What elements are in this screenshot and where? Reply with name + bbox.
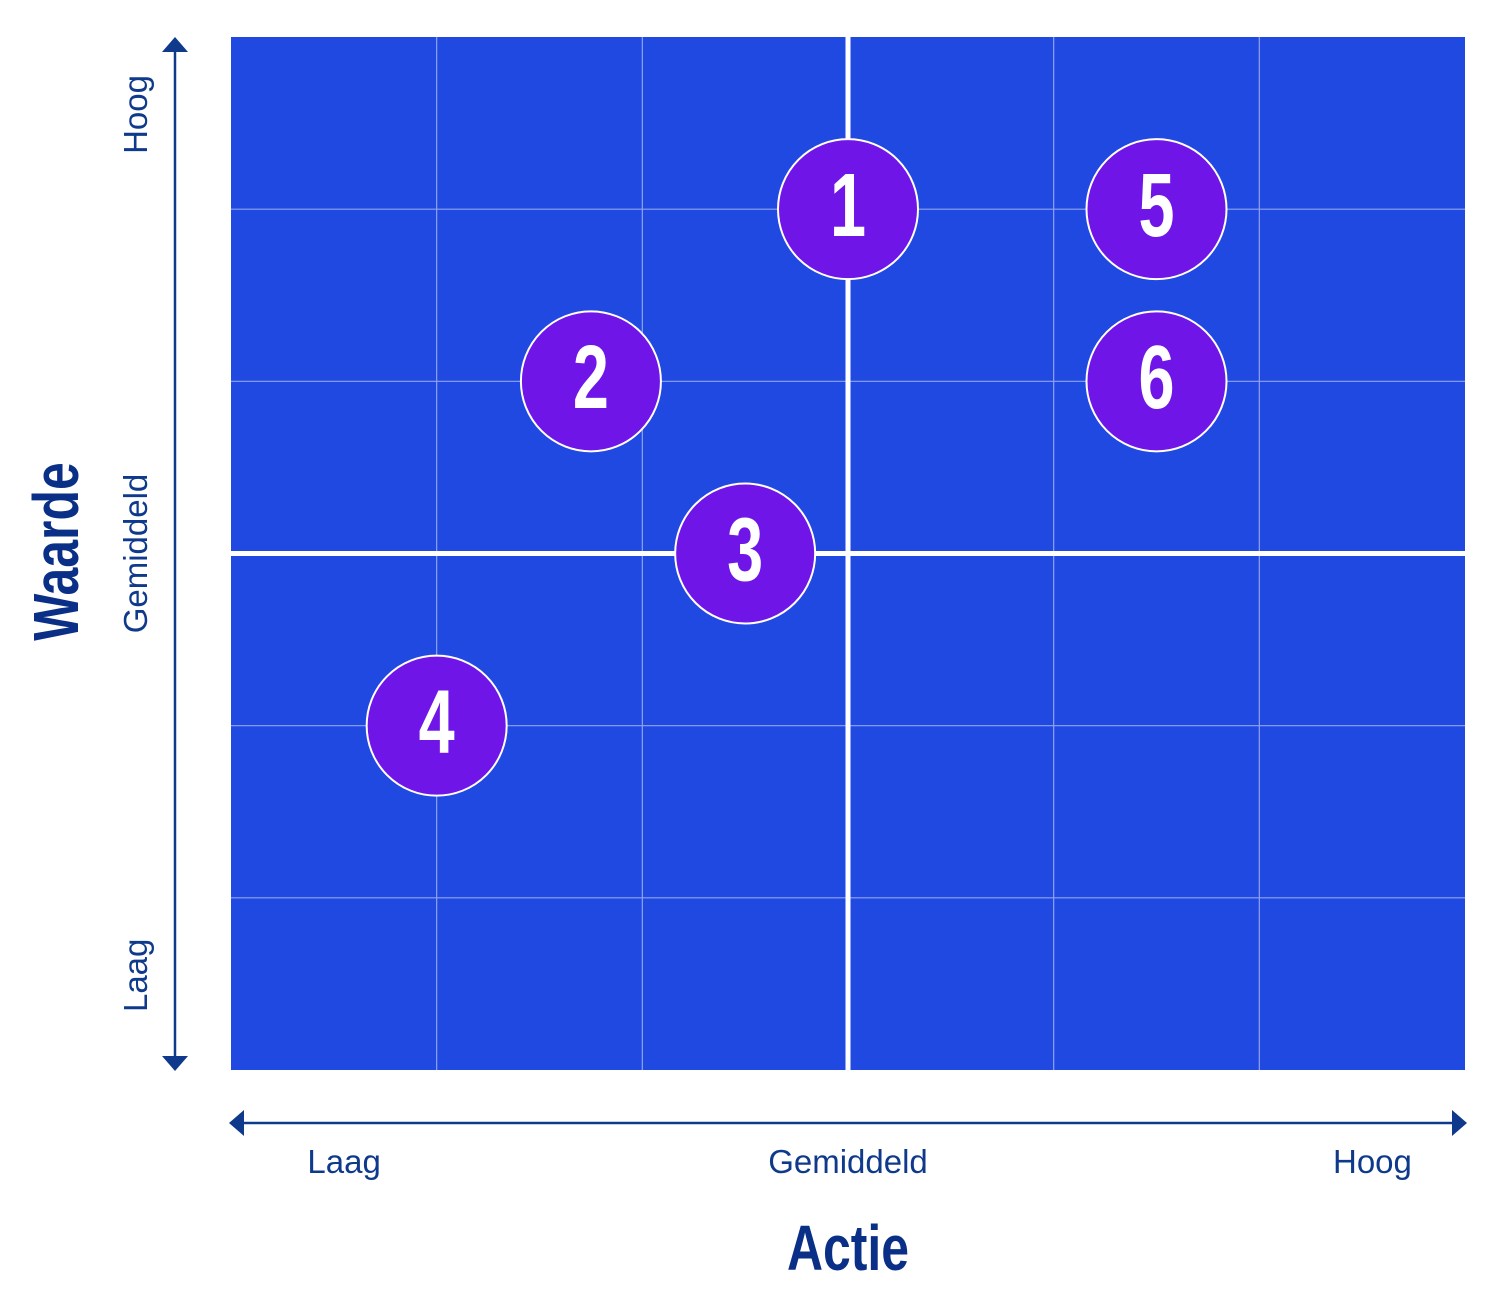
data-point-label: 4 (419, 671, 455, 772)
x-tick-labels: Laag Gemiddeld Hoog (307, 1143, 1411, 1180)
x-axis (229, 1110, 1467, 1136)
data-point-4: 4 (365, 654, 508, 797)
data-point-marker (777, 138, 919, 281)
x-axis-arrow-left-icon (229, 1110, 244, 1136)
x-tick-label: Laag (307, 1143, 380, 1180)
x-axis-arrow-right-icon (1452, 1110, 1467, 1136)
y-tick-label: Gemiddeld (117, 474, 154, 634)
data-point-label: 5 (1138, 154, 1174, 255)
x-axis-title: Actie (787, 1213, 909, 1284)
data-point-5: 5 (1085, 138, 1228, 281)
data-point-marker (519, 310, 662, 453)
y-tick-label: Laag (117, 939, 154, 1012)
y-axis-arrow-up-icon (162, 37, 188, 52)
x-tick-label: Hoog (1333, 1143, 1412, 1180)
data-point-label: 6 (1138, 327, 1174, 428)
x-tick-label: Gemiddeld (768, 1143, 928, 1180)
data-point-label: 3 (727, 499, 763, 600)
data-point-2: 2 (519, 310, 662, 453)
data-point-1: 1 (777, 138, 919, 281)
data-point-marker (1085, 138, 1228, 281)
data-points: 1 2 3 4 5 6 (365, 138, 1228, 797)
y-axis-title: Waarde (21, 462, 92, 640)
data-point-marker (1085, 310, 1228, 453)
data-point-marker (365, 654, 508, 797)
data-point-3: 3 (674, 482, 817, 625)
y-tick-labels: Laag Gemiddeld Hoog (117, 75, 154, 1012)
data-point-label: 1 (830, 154, 866, 255)
data-point-label: 2 (573, 327, 609, 428)
data-point-marker (674, 482, 817, 625)
y-tick-label: Hoog (117, 75, 154, 154)
y-axis-arrow-down-icon (162, 1056, 188, 1071)
data-point-6: 6 (1085, 310, 1228, 453)
y-axis (162, 37, 188, 1071)
